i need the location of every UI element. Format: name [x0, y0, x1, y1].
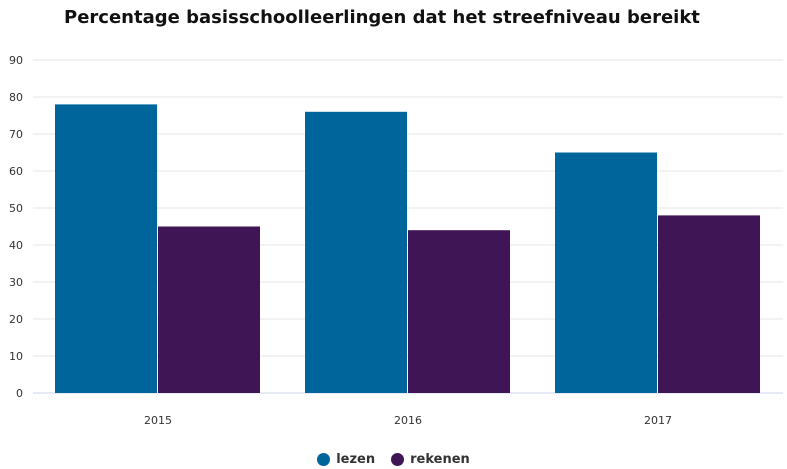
y-tick-label: 90	[9, 54, 23, 67]
legend-marker-rekenen	[391, 453, 405, 466]
legend-marker-lezen	[317, 453, 331, 466]
y-tick-label: 50	[9, 202, 23, 215]
y-tick-label: 80	[9, 91, 23, 104]
bar-rekenen-2015	[158, 226, 260, 393]
bar-chart: 0 10 20 30 40 50 60 70 80 90 2015 2016 2017	[9, 54, 783, 427]
x-tick-label: 2015	[144, 414, 172, 427]
legend-label-rekenen: rekenen	[410, 452, 470, 467]
legend-item-rekenen[interactable]: rekenen	[391, 452, 470, 467]
x-axis-ticks: 2015 2016 2017	[144, 414, 672, 427]
bar-lezen-2016	[305, 111, 407, 394]
y-axis-ticks: 0 10 20 30 40 50 60 70 80 90	[9, 54, 23, 400]
legend-label-lezen: lezen	[336, 452, 376, 467]
y-tick-label: 40	[9, 239, 23, 252]
x-tick-label: 2017	[644, 414, 672, 427]
legend: lezen rekenen	[0, 452, 787, 467]
bar-lezen-2017	[555, 152, 657, 393]
y-tick-label: 10	[9, 350, 23, 363]
y-tick-label: 0	[16, 387, 23, 400]
bar-rekenen-2016	[408, 230, 510, 393]
chart-title: Percentage basisschoolleerlingen dat het…	[64, 7, 700, 28]
y-tick-label: 60	[9, 165, 23, 178]
bar-lezen-2015	[55, 104, 157, 394]
y-tick-label: 20	[9, 313, 23, 326]
bars	[55, 104, 760, 394]
x-tick-label: 2016	[394, 414, 422, 427]
bar-rekenen-2017	[658, 215, 760, 393]
legend-item-lezen[interactable]: lezen	[317, 452, 375, 467]
y-tick-label: 30	[9, 276, 23, 289]
y-tick-label: 70	[9, 128, 23, 141]
